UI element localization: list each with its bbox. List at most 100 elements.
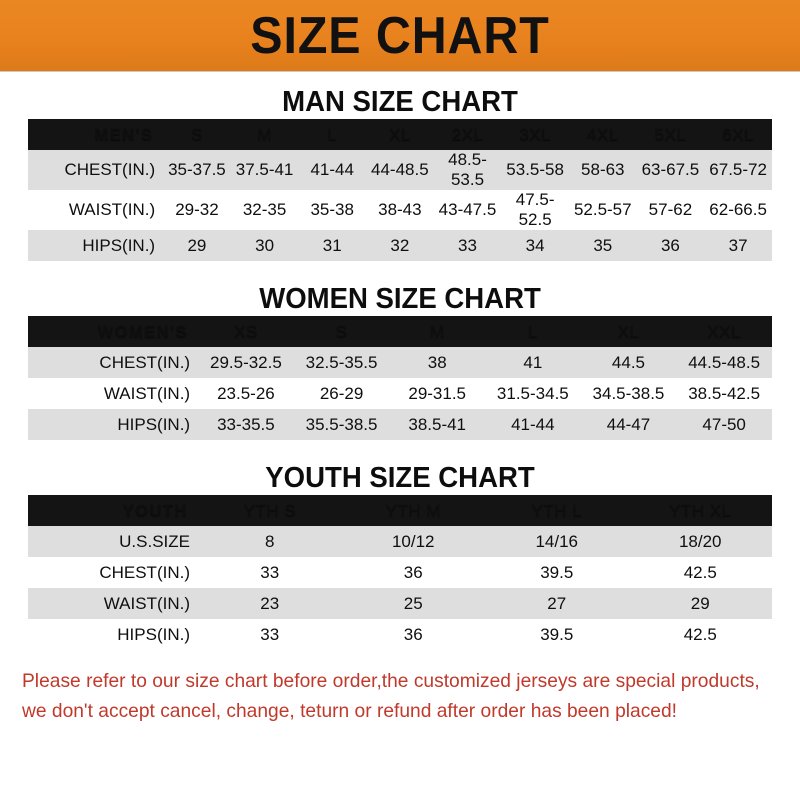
men-row-label: WAIST(IN.) [28, 190, 164, 230]
page-title: SIZE CHART [250, 6, 550, 65]
youth-measurement-cell: 23 [198, 588, 342, 619]
youth-column-header: YTH L [531, 500, 583, 520]
women-size-table-wrapper: WOMEN'S XS S M L XL XXL CHEST(IN.) 29.5-32.5 32.5… [28, 316, 772, 440]
men-corner-label: MEN'S [94, 124, 154, 144]
men-measurement-cell: 47.5-52.5 [501, 190, 569, 230]
women-measurement-cell: 26-29 [293, 378, 390, 409]
youth-measurement-cell: 8 [198, 526, 342, 557]
table-row: CHEST(IN.) 35-37.5 37.5-41 41-44 44-48.5 48.5… [28, 150, 772, 190]
youth-measurement-cell: 39.5 [485, 619, 629, 650]
men-measurement-cell: 37.5-41 [230, 150, 299, 190]
women-measurement-cell: 35.5-38.5 [293, 409, 390, 440]
youth-header-row: YOUTH YTH S YTH M YTH L YTH XL [28, 495, 772, 526]
women-table-body: WOMEN'S XS S M L XL XXL CHEST(IN.) 29.5-32.5 32.5… [28, 316, 772, 440]
men-header-row: MEN'S S M L XL 2XL 3XL 4XL 5XL 6XL [28, 119, 772, 150]
women-measurement-cell: 38 [389, 347, 486, 378]
man-size-table: MEN'S S M L XL 2XL 3XL 4XL 5XL 6XL CHEST(IN.) 35-37… [28, 119, 772, 261]
youth-measurement-cell: 42.5 [628, 557, 772, 588]
women-size-table: WOMEN'S XS S M L XL XXL CHEST(IN.) 29.5-32.5 32.5… [28, 316, 772, 440]
women-measurement-cell: 47-50 [676, 409, 772, 440]
men-column-header: 4XL [586, 124, 619, 144]
men-row-label: HIPS(IN.) [28, 230, 164, 261]
table-row: WAIST(IN.) 29-32 32-35 35-38 38-43 43-47.5 47.… [28, 190, 772, 230]
women-column-header: XXL [707, 321, 741, 341]
youth-measurement-cell: 25 [341, 588, 485, 619]
men-measurement-cell: 33 [433, 230, 502, 261]
man-table-body: MEN'S S M L XL 2XL 3XL 4XL 5XL 6XL CHEST(IN.) 35-37… [28, 119, 772, 261]
men-measurement-cell: 44-48.5 [366, 150, 434, 190]
women-row-label: HIPS(IN.) [28, 409, 199, 440]
men-column-header: S [191, 124, 203, 144]
youth-section-title: YOUTH SIZE CHART [265, 462, 535, 494]
men-measurement-cell: 32 [366, 230, 434, 261]
women-column-header: M [429, 321, 445, 341]
table-row: U.S.SIZE 8 10/12 14/16 18/20 [28, 526, 772, 557]
youth-measurement-cell: 33 [198, 557, 342, 588]
men-measurement-cell: 67.5-72 [704, 150, 772, 190]
youth-measurement-cell: 14/16 [485, 526, 629, 557]
youth-measurement-cell: 10/12 [341, 526, 485, 557]
youth-row-label: WAIST(IN.) [28, 588, 198, 619]
men-measurement-cell: 41-44 [298, 150, 367, 190]
table-row: CHEST(IN.) 29.5-32.5 32.5-35.5 38 41 44.5 44.5… [28, 347, 772, 378]
youth-column-header: YTH XL [668, 500, 732, 520]
women-section-title: WOMEN SIZE CHART [259, 283, 541, 315]
women-measurement-cell: 29.5-32.5 [198, 347, 294, 378]
youth-measurement-cell: 39.5 [485, 557, 629, 588]
men-measurement-cell: 35-38 [298, 190, 367, 230]
size-chart-banner: SIZE CHART [0, 0, 800, 72]
men-column-header: 6XL [722, 124, 754, 144]
youth-measurement-cell: 29 [628, 588, 772, 619]
women-corner-label: WOMEN'S [97, 321, 188, 341]
women-measurement-cell: 32.5-35.5 [293, 347, 390, 378]
women-measurement-cell: 38.5-42.5 [676, 378, 772, 409]
men-column-header: 3XL [519, 124, 551, 144]
women-column-header: XL [617, 321, 640, 341]
women-row-label: CHEST(IN.) [28, 347, 199, 378]
men-column-header: 2XL [451, 124, 484, 144]
women-measurement-cell: 34.5-38.5 [580, 378, 677, 409]
youth-row-label: CHEST(IN.) [28, 557, 198, 588]
youth-column-header: YTH S [243, 500, 297, 520]
men-measurement-cell: 63-67.5 [636, 150, 705, 190]
women-measurement-cell: 41 [485, 347, 581, 378]
youth-measurement-cell: 36 [341, 619, 485, 650]
women-measurement-cell: 33-35.5 [198, 409, 294, 440]
men-column-header: M [257, 124, 272, 144]
men-measurement-cell: 31 [298, 230, 367, 261]
men-measurement-cell: 29-32 [163, 190, 231, 230]
men-column-header: L [327, 124, 338, 144]
table-row: WAIST(IN.) 23.5-26 26-29 29-31.5 31.5-34.5 34… [28, 378, 772, 409]
men-measurement-cell: 29 [163, 230, 231, 261]
women-header-row: WOMEN'S XS S M L XL XXL [28, 316, 772, 347]
women-column-header: L [527, 321, 538, 341]
women-column-header: XS [234, 321, 258, 341]
men-column-header: XL [388, 124, 411, 144]
women-measurement-cell: 41-44 [485, 409, 581, 440]
youth-measurement-cell: 36 [341, 557, 485, 588]
men-column-header: 5XL [654, 124, 687, 144]
men-measurement-cell: 57-62 [636, 190, 705, 230]
men-measurement-cell: 30 [230, 230, 299, 261]
disclaimer-line-2: we don't accept cancel, change, teturn o… [22, 700, 678, 723]
youth-column-header: YTH M [385, 500, 441, 520]
men-measurement-cell: 52.5-57 [568, 190, 637, 230]
women-measurement-cell: 38.5-41 [389, 409, 486, 440]
table-row: HIPS(IN.) 29 30 31 32 33 34 35 36 37 [28, 230, 772, 261]
man-section-title: MAN SIZE CHART [282, 86, 518, 118]
table-row: CHEST(IN.) 33 36 39.5 42.5 [28, 557, 772, 588]
youth-measurement-cell: 42.5 [628, 619, 772, 650]
youth-size-table: YOUTH YTH S YTH M YTH L YTH XL U.S.SIZE 8 10/12… [28, 495, 772, 650]
men-measurement-cell: 35-37.5 [163, 150, 231, 190]
table-row: HIPS(IN.) 33 36 39.5 42.5 [28, 619, 772, 650]
women-measurement-cell: 31.5-34.5 [485, 378, 581, 409]
men-measurement-cell: 43-47.5 [433, 190, 502, 230]
order-disclaimer: Please refer to our size chart before or… [22, 666, 767, 726]
men-row-label: CHEST(IN.) [28, 150, 164, 190]
women-measurement-cell: 29-31.5 [389, 378, 486, 409]
men-measurement-cell: 36 [636, 230, 705, 261]
youth-measurement-cell: 18/20 [628, 526, 772, 557]
women-measurement-cell: 44-47 [580, 409, 677, 440]
youth-size-table-wrapper: YOUTH YTH S YTH M YTH L YTH XL U.S.SIZE 8 10/12… [28, 495, 772, 650]
men-measurement-cell: 48.5-53.5 [433, 150, 502, 190]
